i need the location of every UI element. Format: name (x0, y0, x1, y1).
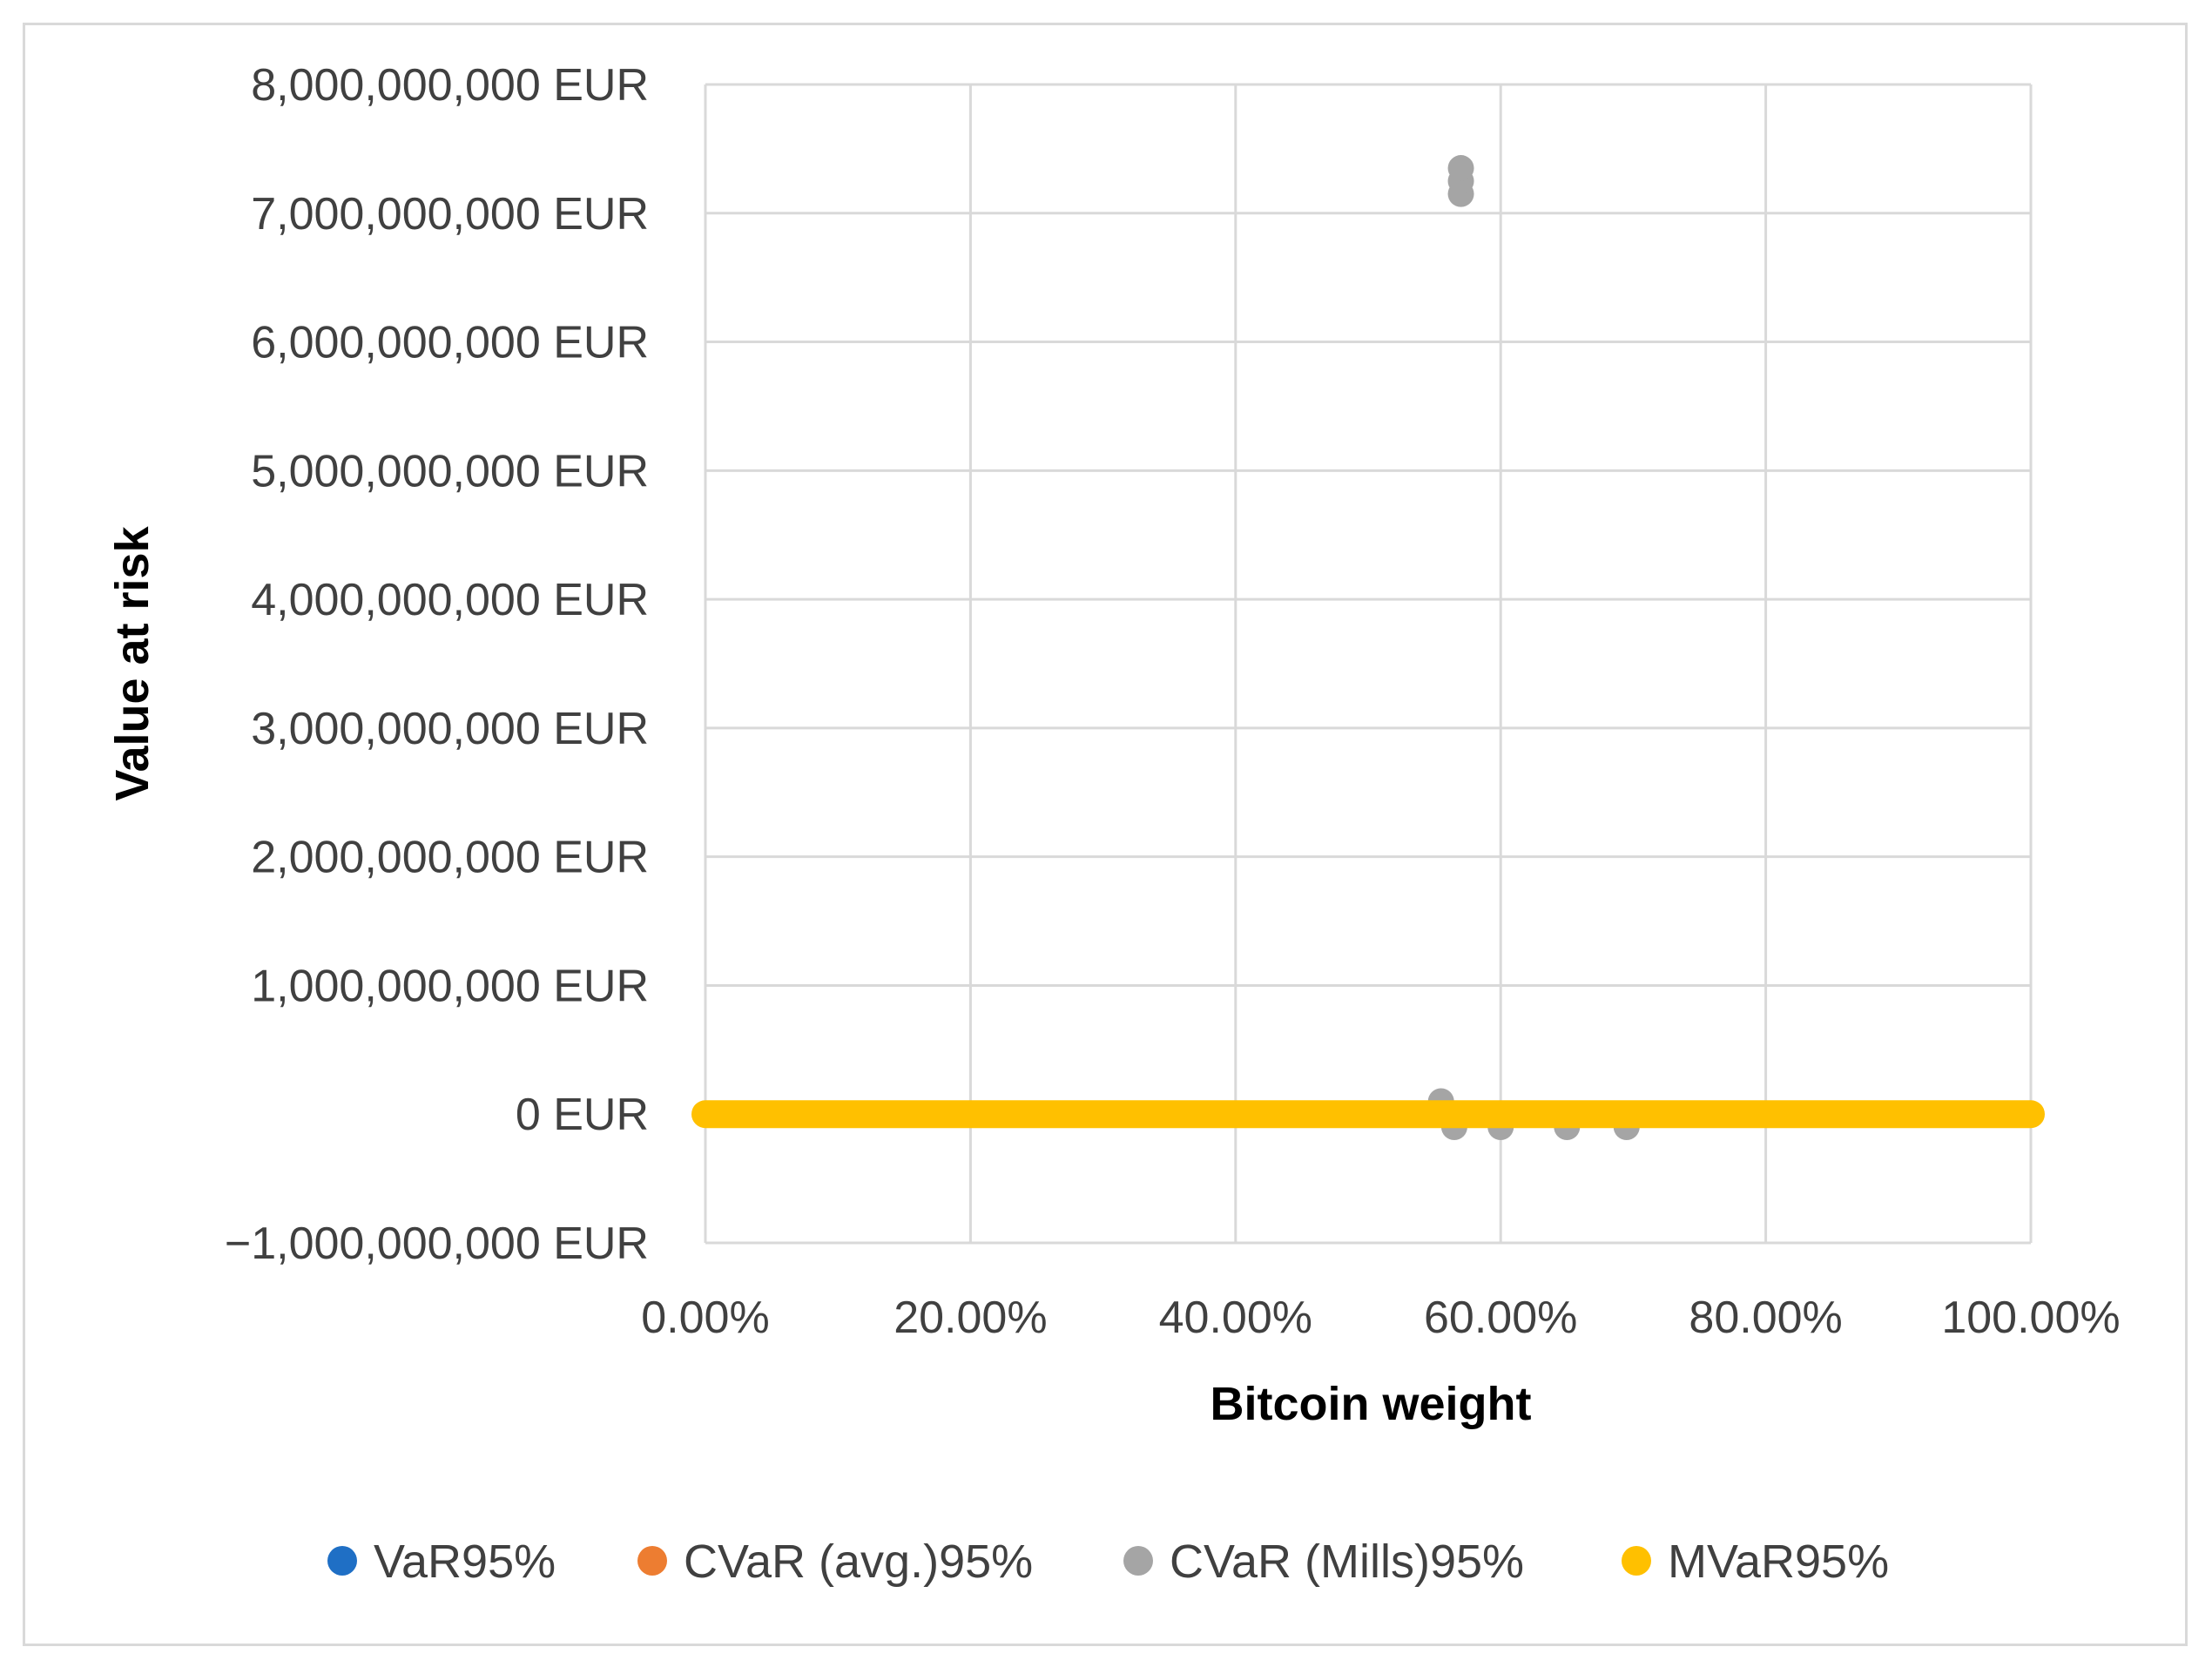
x-tick-label: 20.00% (894, 1293, 1047, 1343)
data-point (1752, 1101, 1779, 1128)
y-tick-label: 4,000,000,000 EUR (251, 575, 649, 625)
y-axis-title: Value at risk (106, 525, 158, 800)
legend-marker (1622, 1546, 1651, 1576)
y-tick-label: 0 EUR (516, 1090, 649, 1140)
y-tick-label: 1,000,000,000 EUR (251, 961, 649, 1011)
x-tick-label: 80.00% (1689, 1293, 1842, 1343)
series-2 (692, 155, 2044, 1140)
y-axis-tick-labels: 8,000,000,000 EUR 7,000,000,000 EUR 6,000,… (225, 60, 649, 1269)
legend-label: CVaR (Mills)95% (1170, 1536, 1524, 1588)
legend-item: CVaR (avg.)95% (637, 1536, 1033, 1588)
data-point (1885, 1101, 1912, 1128)
legend-label: CVaR (avg.)95% (684, 1536, 1033, 1588)
legend-marker (637, 1546, 667, 1576)
y-tick-label: −1,000,000,000 EUR (225, 1218, 649, 1269)
x-tick-label: 40.00% (1159, 1293, 1312, 1343)
legend-item: MVaR95% (1622, 1536, 1889, 1588)
y-tick-label: 2,000,000,000 EUR (251, 833, 649, 883)
x-axis-tick-labels: 0.00% 20.00% 40.00% 60.00% 80.00% 100.00% (641, 1293, 2120, 1343)
data-point (1355, 1101, 1381, 1128)
data-point (825, 1101, 852, 1128)
x-axis-title: Bitcoin weight (1211, 1378, 1532, 1430)
x-tick-label: 60.00% (1424, 1293, 1577, 1343)
legend-marker (1123, 1546, 1153, 1576)
data-series (691, 155, 2045, 1140)
legend-item: VaR95% (327, 1536, 556, 1588)
series-3 (691, 1100, 2045, 1129)
y-tick-label: 7,000,000,000 EUR (251, 189, 649, 240)
data-point (1222, 1101, 1249, 1128)
data-point (1089, 1101, 1116, 1128)
y-tick-label: 6,000,000,000 EUR (251, 318, 649, 368)
legend-label: MVaR95% (1668, 1536, 1889, 1588)
y-tick-label: 5,000,000,000 EUR (251, 446, 649, 496)
legend: VaR95% CVaR (avg.)95% CVaR (Mills)95% MVaR9… (327, 1536, 1889, 1588)
data-point (1487, 1101, 1514, 1128)
y-tick-label: 3,000,000,000 EUR (251, 704, 649, 754)
data-point (2018, 1101, 2044, 1128)
chart-frame (23, 23, 2188, 1646)
x-tick-label: 0.00% (641, 1293, 769, 1343)
data-point (957, 1101, 984, 1128)
data-point (1620, 1101, 1647, 1128)
data-point (1447, 155, 1474, 182)
data-point (692, 1101, 718, 1128)
legend-item: CVaR (Mills)95% (1123, 1536, 1524, 1588)
legend-label: VaR95% (374, 1536, 556, 1588)
grid-lines (704, 83, 2033, 1245)
x-tick-label: 100.00% (1941, 1293, 2120, 1343)
y-tick-label: 8,000,000,000 EUR (251, 60, 649, 111)
legend-marker (327, 1546, 357, 1576)
